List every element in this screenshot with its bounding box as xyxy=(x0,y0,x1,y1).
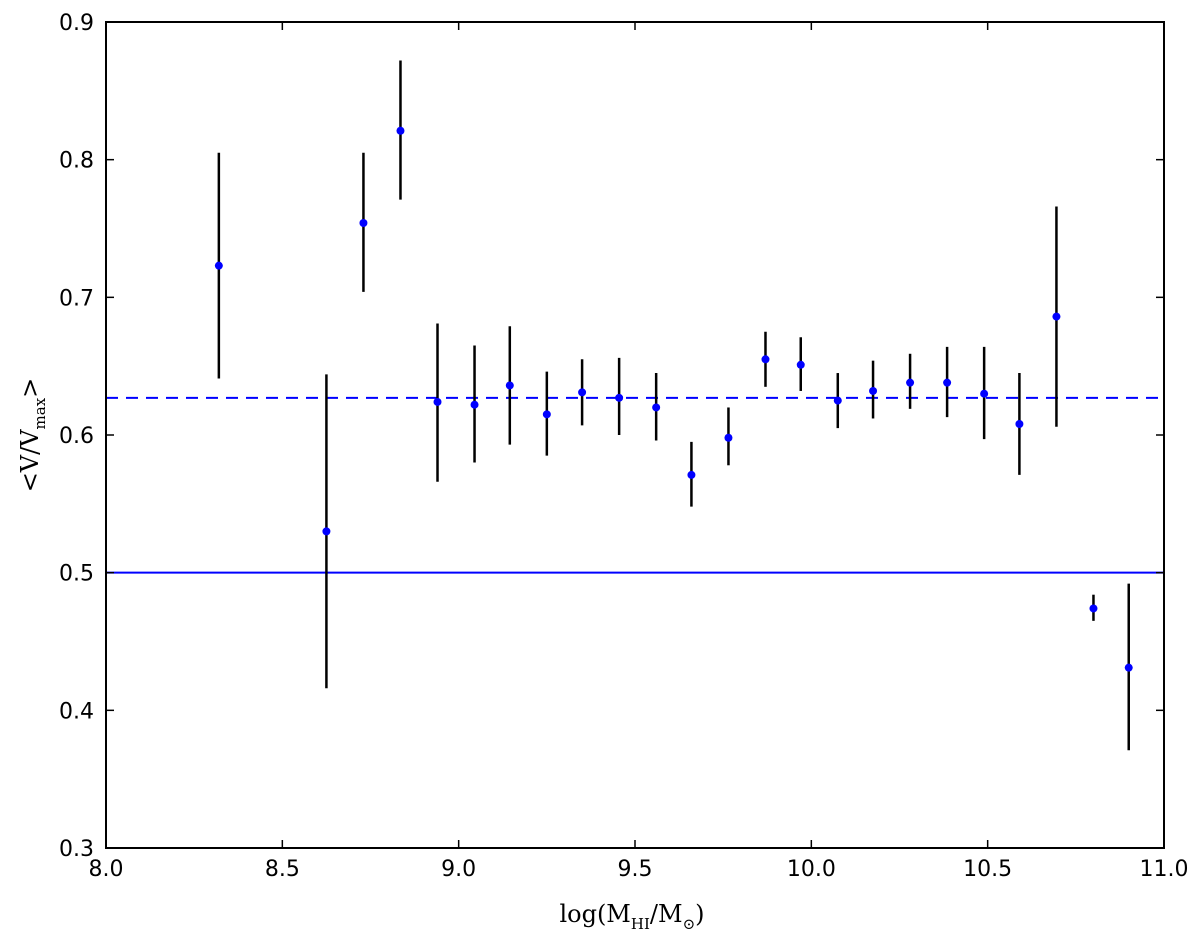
data-point xyxy=(470,400,479,409)
x-axis-label: log(MHI/M⊙) xyxy=(559,900,704,933)
data-point xyxy=(833,396,842,405)
data-point xyxy=(652,403,661,412)
data-point xyxy=(1089,604,1098,613)
data-point xyxy=(214,261,223,270)
y-tick-label: 0.9 xyxy=(59,11,94,36)
x-tick-label: 10.0 xyxy=(787,857,836,882)
data-point xyxy=(943,378,952,387)
data-point xyxy=(542,410,551,419)
x-tick-label: 10.5 xyxy=(963,857,1012,882)
data-point xyxy=(1124,663,1133,672)
y-tick-label: 0.7 xyxy=(59,286,94,311)
data-point xyxy=(1052,312,1061,321)
data-point xyxy=(796,360,805,369)
x-tick-label: 9.5 xyxy=(618,857,653,882)
y-tick-label: 0.6 xyxy=(59,424,94,449)
data-point xyxy=(724,433,733,442)
y-tick-label: 0.4 xyxy=(59,699,94,724)
data-point xyxy=(396,126,405,135)
y-axis-label: <V/Vmax> xyxy=(16,378,49,493)
data-point xyxy=(761,355,770,364)
y-tick-label: 0.8 xyxy=(59,149,94,174)
y-tick-label: 0.5 xyxy=(59,562,94,587)
data-point xyxy=(1015,419,1024,428)
y-tick-label: 0.3 xyxy=(59,837,94,862)
data-point xyxy=(980,389,989,398)
data-point xyxy=(906,378,915,387)
data-point xyxy=(578,388,587,397)
x-tick-label: 8.5 xyxy=(265,857,300,882)
tick-labels: 8.0 8.5 9.0 9.5 10.0 10.5 11.0 0.3 0.4 0.5 0.6 0.7 0… xyxy=(59,11,1188,882)
data-point xyxy=(505,381,514,390)
x-tick-label: 9.0 xyxy=(441,857,476,882)
axis-ticks xyxy=(105,21,1165,849)
data-point xyxy=(433,397,442,406)
data-point xyxy=(359,218,368,227)
data-point xyxy=(687,470,696,479)
reference-lines xyxy=(106,396,1164,574)
data-point xyxy=(869,386,878,395)
data-markers xyxy=(214,126,1133,672)
x-tick-label: 11.0 xyxy=(1140,857,1189,882)
x-tick-label: 8.0 xyxy=(89,857,124,882)
plot-frame xyxy=(105,21,1165,849)
error-bars xyxy=(217,60,1130,751)
data-point xyxy=(322,527,331,536)
data-point xyxy=(615,393,624,402)
